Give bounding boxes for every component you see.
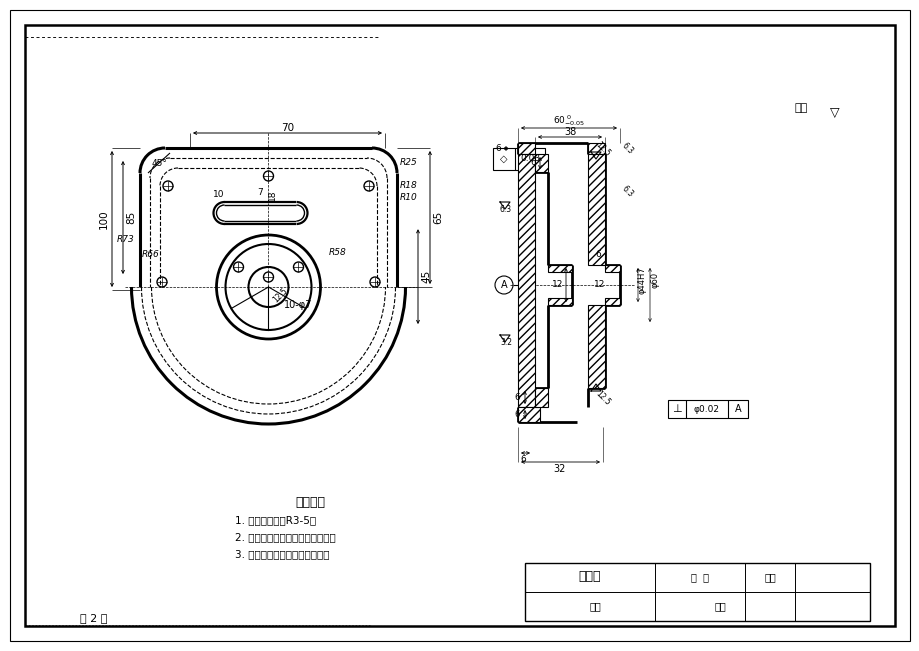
Text: 32: 32 (553, 464, 565, 474)
Polygon shape (605, 298, 619, 305)
Text: 3. 粗加工后进行人工时效处理。: 3. 粗加工后进行人工时效处理。 (234, 549, 329, 559)
Text: ◇: ◇ (500, 154, 507, 164)
Text: 7: 7 (257, 189, 263, 197)
Text: φ44H7: φ44H7 (637, 266, 646, 294)
Text: 2. 铸件不能有气孔，砂眼等缺陷。: 2. 铸件不能有气孔，砂眼等缺陷。 (234, 532, 335, 542)
Text: 0.03: 0.03 (519, 154, 539, 163)
Text: 3.2: 3.2 (499, 339, 512, 348)
Text: 比  例: 比 例 (690, 572, 709, 582)
Text: 审核: 审核 (713, 601, 725, 611)
Polygon shape (605, 265, 619, 272)
Text: 其余: 其余 (794, 103, 808, 113)
Text: 1. 未注铸造圆角R3-5。: 1. 未注铸造圆角R3-5。 (234, 515, 316, 525)
Polygon shape (587, 143, 605, 154)
Polygon shape (587, 305, 605, 388)
Text: $60^{\ 0}_{-0.05}$: $60^{\ 0}_{-0.05}$ (552, 113, 584, 128)
Text: 6: 6 (494, 144, 500, 153)
Text: 12.5: 12.5 (594, 389, 611, 407)
Polygon shape (535, 388, 548, 407)
Polygon shape (587, 154, 605, 265)
Text: 6: 6 (529, 158, 535, 167)
Text: 制图: 制图 (588, 601, 600, 611)
Text: A: A (500, 280, 506, 290)
Text: R73: R73 (117, 236, 135, 245)
Polygon shape (548, 298, 572, 305)
Text: 18: 18 (267, 189, 277, 201)
Text: 6.3: 6.3 (499, 206, 512, 214)
Text: 85: 85 (126, 211, 136, 224)
Text: 6: 6 (514, 393, 519, 402)
Polygon shape (548, 265, 572, 272)
Text: 12.5: 12.5 (594, 140, 611, 158)
Bar (493, 148, 544, 170)
Polygon shape (517, 407, 539, 422)
Text: 70: 70 (280, 123, 294, 133)
Bar (667, 400, 747, 418)
Text: 12: 12 (594, 281, 605, 290)
Text: ⊥: ⊥ (672, 404, 681, 414)
Bar (525, 563, 869, 621)
Text: 45°: 45° (152, 159, 168, 169)
Text: R18: R18 (400, 182, 417, 191)
Text: R58: R58 (328, 249, 346, 258)
Text: 6: 6 (519, 456, 526, 465)
Polygon shape (517, 154, 535, 407)
Text: R25: R25 (400, 158, 417, 167)
Text: 6: 6 (514, 410, 519, 419)
Text: 10-φ7: 10-φ7 (284, 300, 312, 310)
Text: 6.3: 6.3 (619, 141, 635, 156)
Text: 100: 100 (99, 209, 108, 229)
Text: 65: 65 (433, 211, 443, 224)
Text: R66: R66 (142, 251, 160, 260)
Text: 38: 38 (563, 127, 575, 137)
Text: A: A (734, 404, 741, 414)
Text: 45: 45 (421, 270, 430, 283)
Polygon shape (535, 154, 548, 172)
Text: ▽: ▽ (829, 105, 839, 118)
Text: 材料: 材料 (764, 572, 775, 582)
Text: φ0.02: φ0.02 (693, 404, 720, 413)
Polygon shape (517, 143, 535, 154)
Text: 12: 12 (551, 281, 563, 290)
Text: R10: R10 (400, 193, 417, 202)
Text: 12.5: 12.5 (271, 286, 289, 304)
Text: 第 2 页: 第 2 页 (80, 613, 108, 623)
Text: 零件图: 零件图 (578, 570, 601, 583)
Text: 6: 6 (595, 251, 600, 260)
Text: 技术要求: 技术要求 (295, 495, 324, 508)
Text: 6.3: 6.3 (619, 184, 635, 199)
Text: φ60: φ60 (650, 272, 659, 288)
Text: 10: 10 (212, 191, 224, 199)
